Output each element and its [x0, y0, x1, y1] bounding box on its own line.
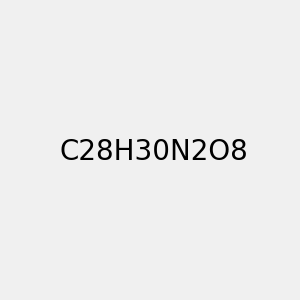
- Text: C28H30N2O8: C28H30N2O8: [59, 137, 248, 166]
